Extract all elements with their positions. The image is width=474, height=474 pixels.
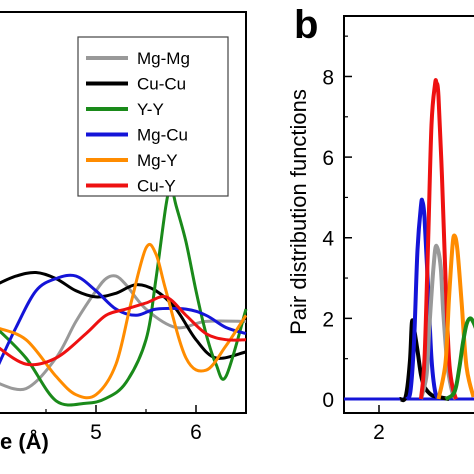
panel-b-ytick-label: 0 [322,389,334,412]
panel-b-letter: b [294,3,318,47]
series-line-mg-cu [0,273,247,366]
panel-b: b 0 2 4 6 8 2 Pair distribution functions [286,3,474,444]
panel-b-ytick-label: 8 [322,66,334,89]
panel-b-series [344,78,474,403]
panel-b-ytick-label: 6 [322,147,334,170]
panel-b-series-line-cu-cu [399,318,450,403]
panel-b-series-line-y-y [444,316,474,401]
series-line-mg-y [0,243,248,400]
series-line-mg-mg [0,274,247,392]
panel-b-ytick-label: 2 [322,308,334,331]
legend-label-cu-y: Cu-Y [137,177,176,196]
panel-a-xlabel: e (Å) [0,428,49,454]
panel-b-series-line-cu-y [419,78,458,400]
panel-b-plot-frame [343,15,474,414]
panel-a-plot-frame [0,11,247,414]
series-line-y-y [0,185,248,407]
legend-label-mg-y: Mg-Y [137,151,178,170]
panel-b-series-line-mg-cu [405,197,441,401]
panel-b-ytick-label: 4 [322,228,334,251]
legend-label-mg-mg: Mg-Mg [137,49,190,68]
legend-label-cu-cu: Cu-Cu [137,75,186,94]
panel-a-legend: Mg-Mg Cu-Cu Y-Y Mg-Cu Mg-Y Cu-Y [77,36,229,197]
panel-a-xtick-label: 6 [190,421,202,444]
panel-b-xtick-label: 2 [373,421,385,444]
panel-b-series-line-mg-y [436,233,474,400]
panel-a-series [0,185,248,407]
panel-a-xtick-label: 5 [90,421,102,444]
panel-b-ylabel: Pair distribution functions [286,89,311,335]
panel-b-ticks: 0 2 4 6 8 2 [322,35,385,444]
legend-box [77,36,229,197]
series-line-cu-cu [0,270,247,360]
legend-label-y-y: Y-Y [137,100,164,119]
series-line-cu-y [0,295,247,367]
legend-label-mg-cu: Mg-Cu [137,126,188,145]
